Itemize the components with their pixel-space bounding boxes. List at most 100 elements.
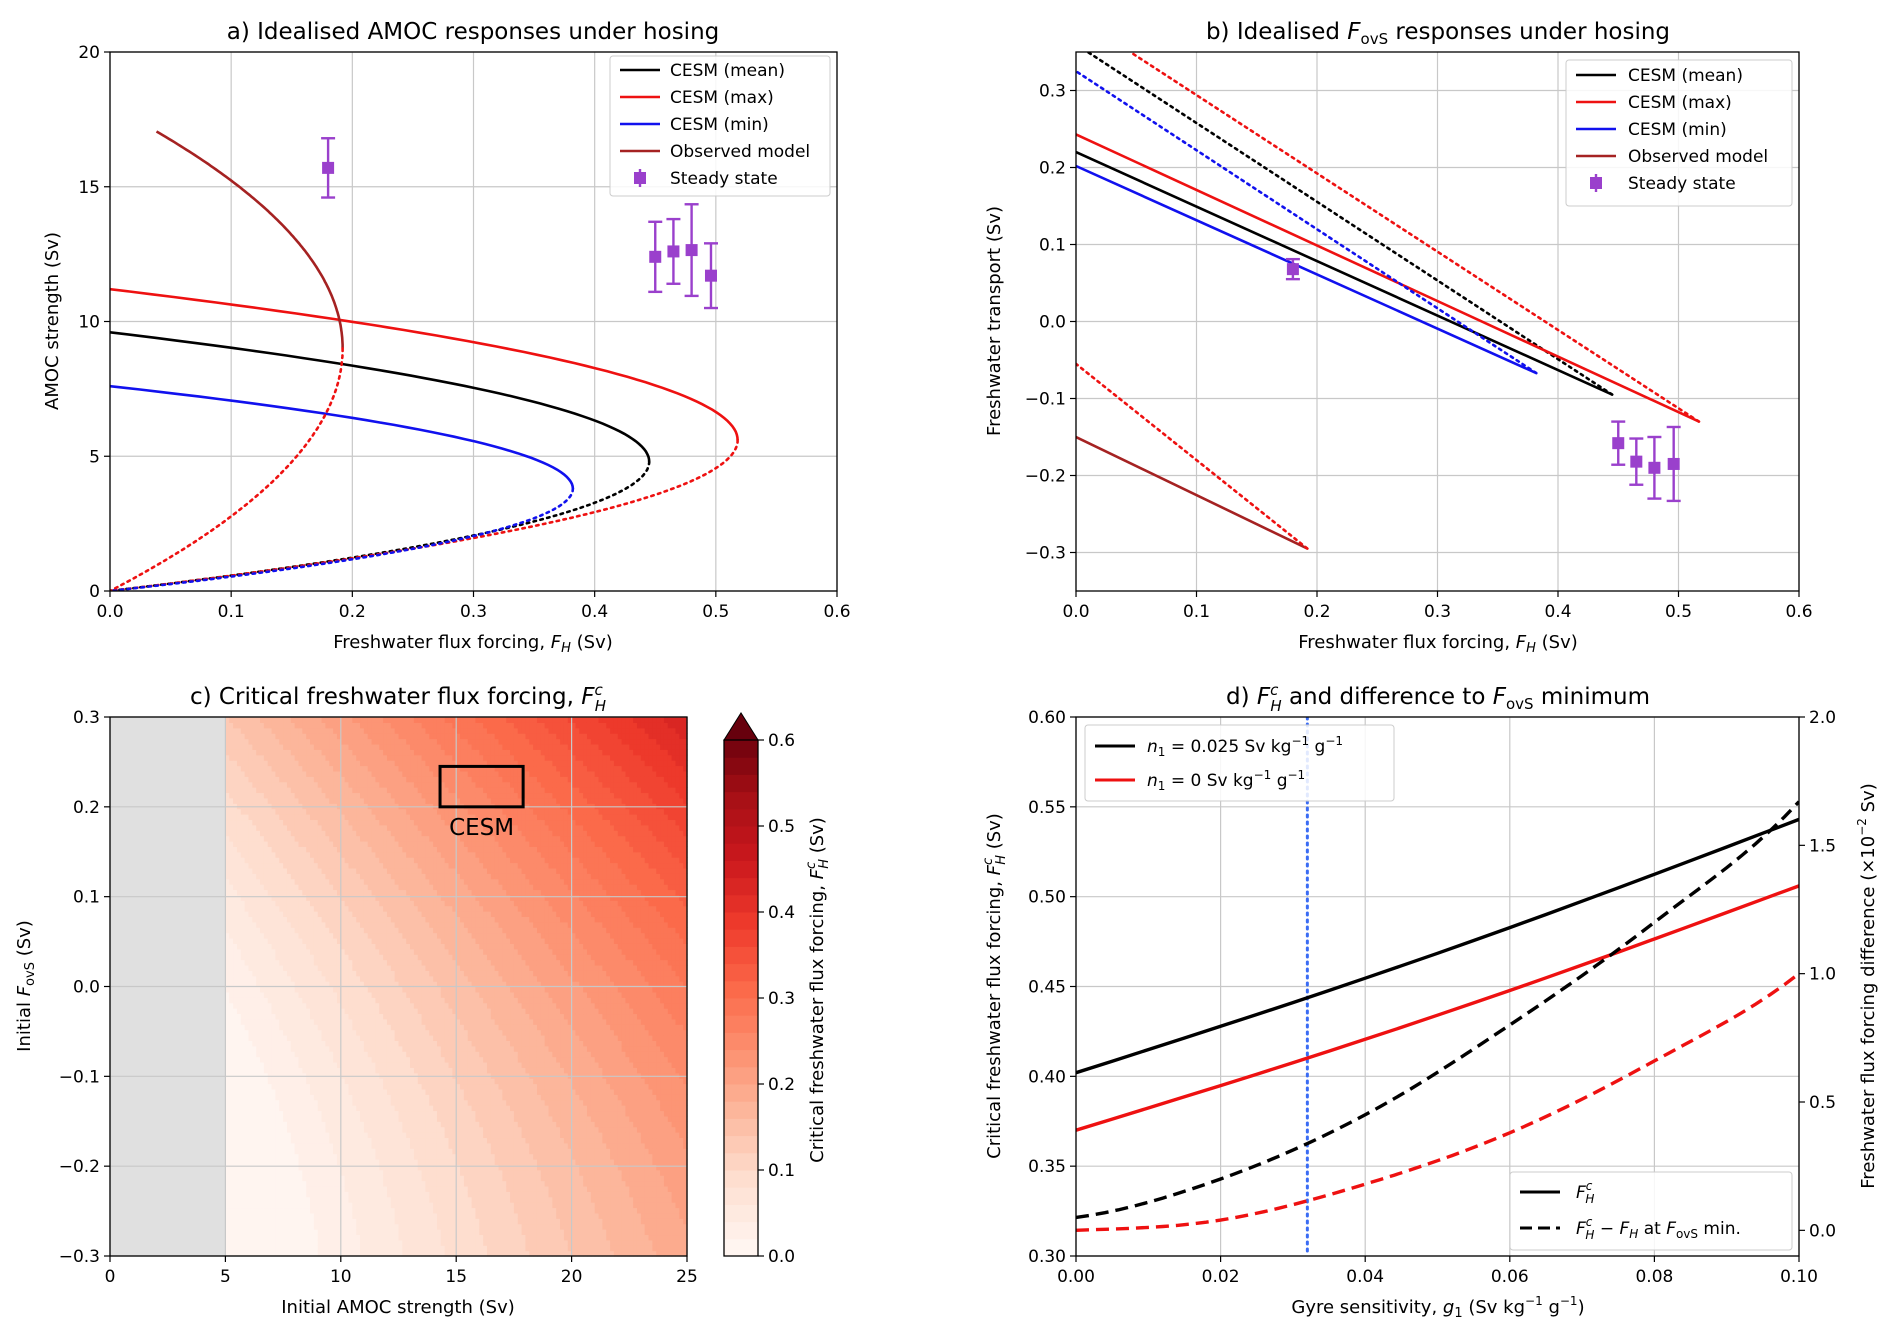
heatmap-cell (321, 776, 327, 783)
heatmap-cell (360, 1008, 365, 1015)
heatmap-cell (244, 1045, 250, 1052)
heatmap-cell (310, 889, 315, 896)
heatmap-cell (348, 1115, 353, 1122)
heatmap-cell (333, 1115, 338, 1122)
heatmap-cell (321, 830, 327, 837)
heatmap-cell (333, 797, 338, 804)
heatmap-cell (252, 1169, 257, 1176)
heatmap-cell (348, 835, 353, 842)
heatmap-cell (383, 1229, 388, 1236)
heatmap-cell (260, 808, 265, 815)
heatmap-cell (310, 1094, 315, 1101)
heatmap-cell (325, 851, 330, 858)
heatmap-cell (333, 765, 338, 772)
heatmap-cell (302, 851, 307, 858)
heatmap-cell (363, 970, 369, 977)
heatmap-cell (352, 754, 357, 761)
heatmap-cell (402, 754, 407, 761)
heatmap-cell (263, 1051, 269, 1058)
heatmap-cell (290, 911, 296, 918)
heatmap-cell (306, 792, 311, 799)
heatmap-cell (294, 1212, 300, 1219)
heatmap-cell (240, 1132, 246, 1139)
heatmap-cell (371, 1035, 377, 1041)
heatmap-cell (340, 943, 346, 950)
heatmap-cell (394, 835, 400, 842)
curve-b-observed-unstable (1076, 362, 1309, 550)
heatmap-cell (317, 1229, 323, 1236)
heatmap-cell (367, 840, 373, 847)
heatmap-cell (325, 927, 330, 934)
heatmap-cell (294, 991, 300, 998)
heatmap-cell (375, 1029, 380, 1036)
heatmap-cell (386, 873, 392, 880)
curve-a-observed-stable (155, 130, 344, 349)
heatmap-cell (233, 1137, 238, 1144)
heatmap-cell (375, 1088, 380, 1095)
heatmap-cell (352, 770, 357, 777)
heatmap-cell (286, 835, 292, 842)
heatmap-cell (283, 1115, 288, 1122)
heatmap-cell (340, 1094, 346, 1101)
heatmap-cell (271, 846, 277, 853)
heatmap-cell (325, 1002, 330, 1009)
heatmap-cell (325, 1051, 330, 1058)
heatmap-cell (233, 991, 238, 998)
heatmap-cell (348, 927, 353, 934)
heatmap-cell (240, 1051, 246, 1058)
heatmap-cell (248, 1051, 253, 1058)
heatmap-cell (283, 1202, 288, 1209)
heatmap-cell (398, 1078, 403, 1085)
heatmap-cell (240, 894, 246, 901)
heatmap-cell (398, 1202, 403, 1209)
heatmap-cell (267, 1202, 273, 1209)
x-tick-label: 0.4 (1544, 602, 1571, 622)
heatmap-cell (260, 1002, 265, 1009)
heatmap-cell (271, 1002, 277, 1009)
heatmap-cell (402, 981, 407, 988)
heatmap-cell (356, 1185, 361, 1192)
heatmap-cell (356, 1083, 361, 1090)
heatmap-cell (363, 1018, 369, 1025)
heatmap-cell (344, 889, 350, 896)
heatmap-cell (294, 1250, 300, 1257)
heatmap-cell (344, 932, 350, 939)
heatmap-cell (283, 1121, 288, 1128)
heatmap-cell (321, 911, 327, 918)
heatmap-cell (348, 932, 353, 939)
heatmap-cell (325, 840, 330, 847)
heatmap-cell (367, 760, 373, 767)
heatmap-cell (271, 1212, 277, 1219)
heatmap-cell (256, 770, 261, 777)
heatmap-cell (336, 1212, 342, 1219)
heatmap-cell (283, 770, 288, 777)
heatmap-cell (375, 1191, 380, 1198)
heatmap-cell (267, 830, 273, 837)
heatmap-cell (286, 792, 292, 799)
heatmap-cell (394, 727, 400, 734)
heatmap-cell (329, 1094, 334, 1101)
heatmap-cell (383, 1115, 388, 1122)
heatmap-cell (371, 1229, 377, 1236)
heatmap-cell (248, 717, 253, 723)
heatmap-cell (283, 1245, 288, 1252)
heatmap-cell (263, 884, 269, 891)
heatmap-cell (252, 733, 257, 740)
heatmap-cell (390, 1234, 396, 1241)
heatmap-cell (390, 948, 396, 955)
heatmap-cell (286, 1202, 292, 1209)
heatmap-cell (340, 765, 346, 772)
heatmap-cell (260, 1185, 265, 1192)
heatmap-cell (348, 1202, 353, 1209)
heatmap-cell (286, 937, 292, 944)
x-tick-label: 0.3 (460, 602, 487, 622)
heatmap-cell (317, 986, 323, 993)
heatmap-cell (310, 733, 315, 740)
heatmap-cell (375, 889, 380, 896)
heatmap-cell (260, 948, 265, 955)
heatmap-cell (298, 1013, 303, 1020)
heatmap-cell (240, 1239, 246, 1246)
heatmap-cell (398, 1223, 403, 1230)
heatmap-cell (367, 1229, 373, 1236)
heatmap-cell (321, 1094, 327, 1101)
